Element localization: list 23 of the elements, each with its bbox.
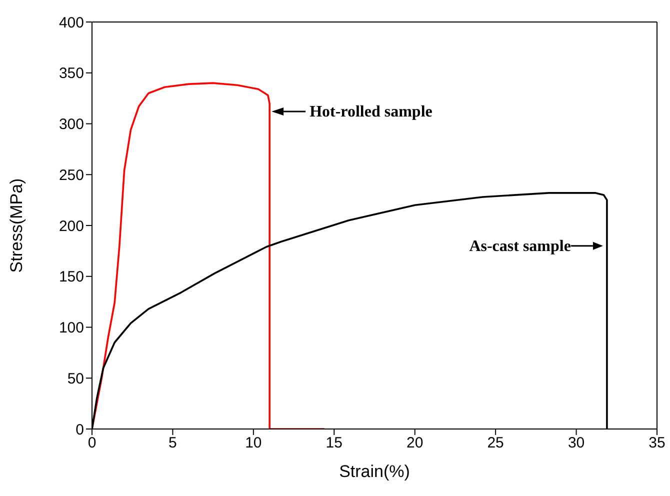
y-tick-label: 0 (76, 421, 84, 438)
y-tick-label: 100 (58, 320, 84, 337)
y-tick-label: 400 (58, 14, 84, 32)
y-tick-label: 300 (58, 116, 84, 134)
x-tick-label: 25 (487, 434, 504, 452)
annotation: Hot-rolled sample (310, 104, 432, 121)
x-tick-label: 20 (406, 434, 424, 452)
x-tick-label: 5 (168, 434, 177, 452)
y-tick-label: 250 (58, 166, 84, 184)
x-tick-label: 35 (648, 434, 666, 452)
y-tick-label: 150 (58, 268, 84, 286)
x-tick-label: 15 (326, 434, 342, 452)
x-axis-title: Strain(%) (339, 462, 410, 481)
arrow-label: As-cast sample (469, 238, 603, 255)
y-tick-label: 50 (67, 370, 84, 388)
annotation: As-cast sample (469, 238, 571, 255)
x-tick-label: 0 (88, 434, 96, 452)
arrow-label: Hot-rolled sample (272, 104, 432, 121)
x-tick-label: 30 (568, 434, 585, 452)
y-axis-title: Stress(MPa) (7, 178, 26, 273)
y-tick-label: 350 (58, 65, 84, 82)
x-tick-label: 10 (245, 434, 262, 452)
y-tick-label: 200 (58, 218, 84, 235)
